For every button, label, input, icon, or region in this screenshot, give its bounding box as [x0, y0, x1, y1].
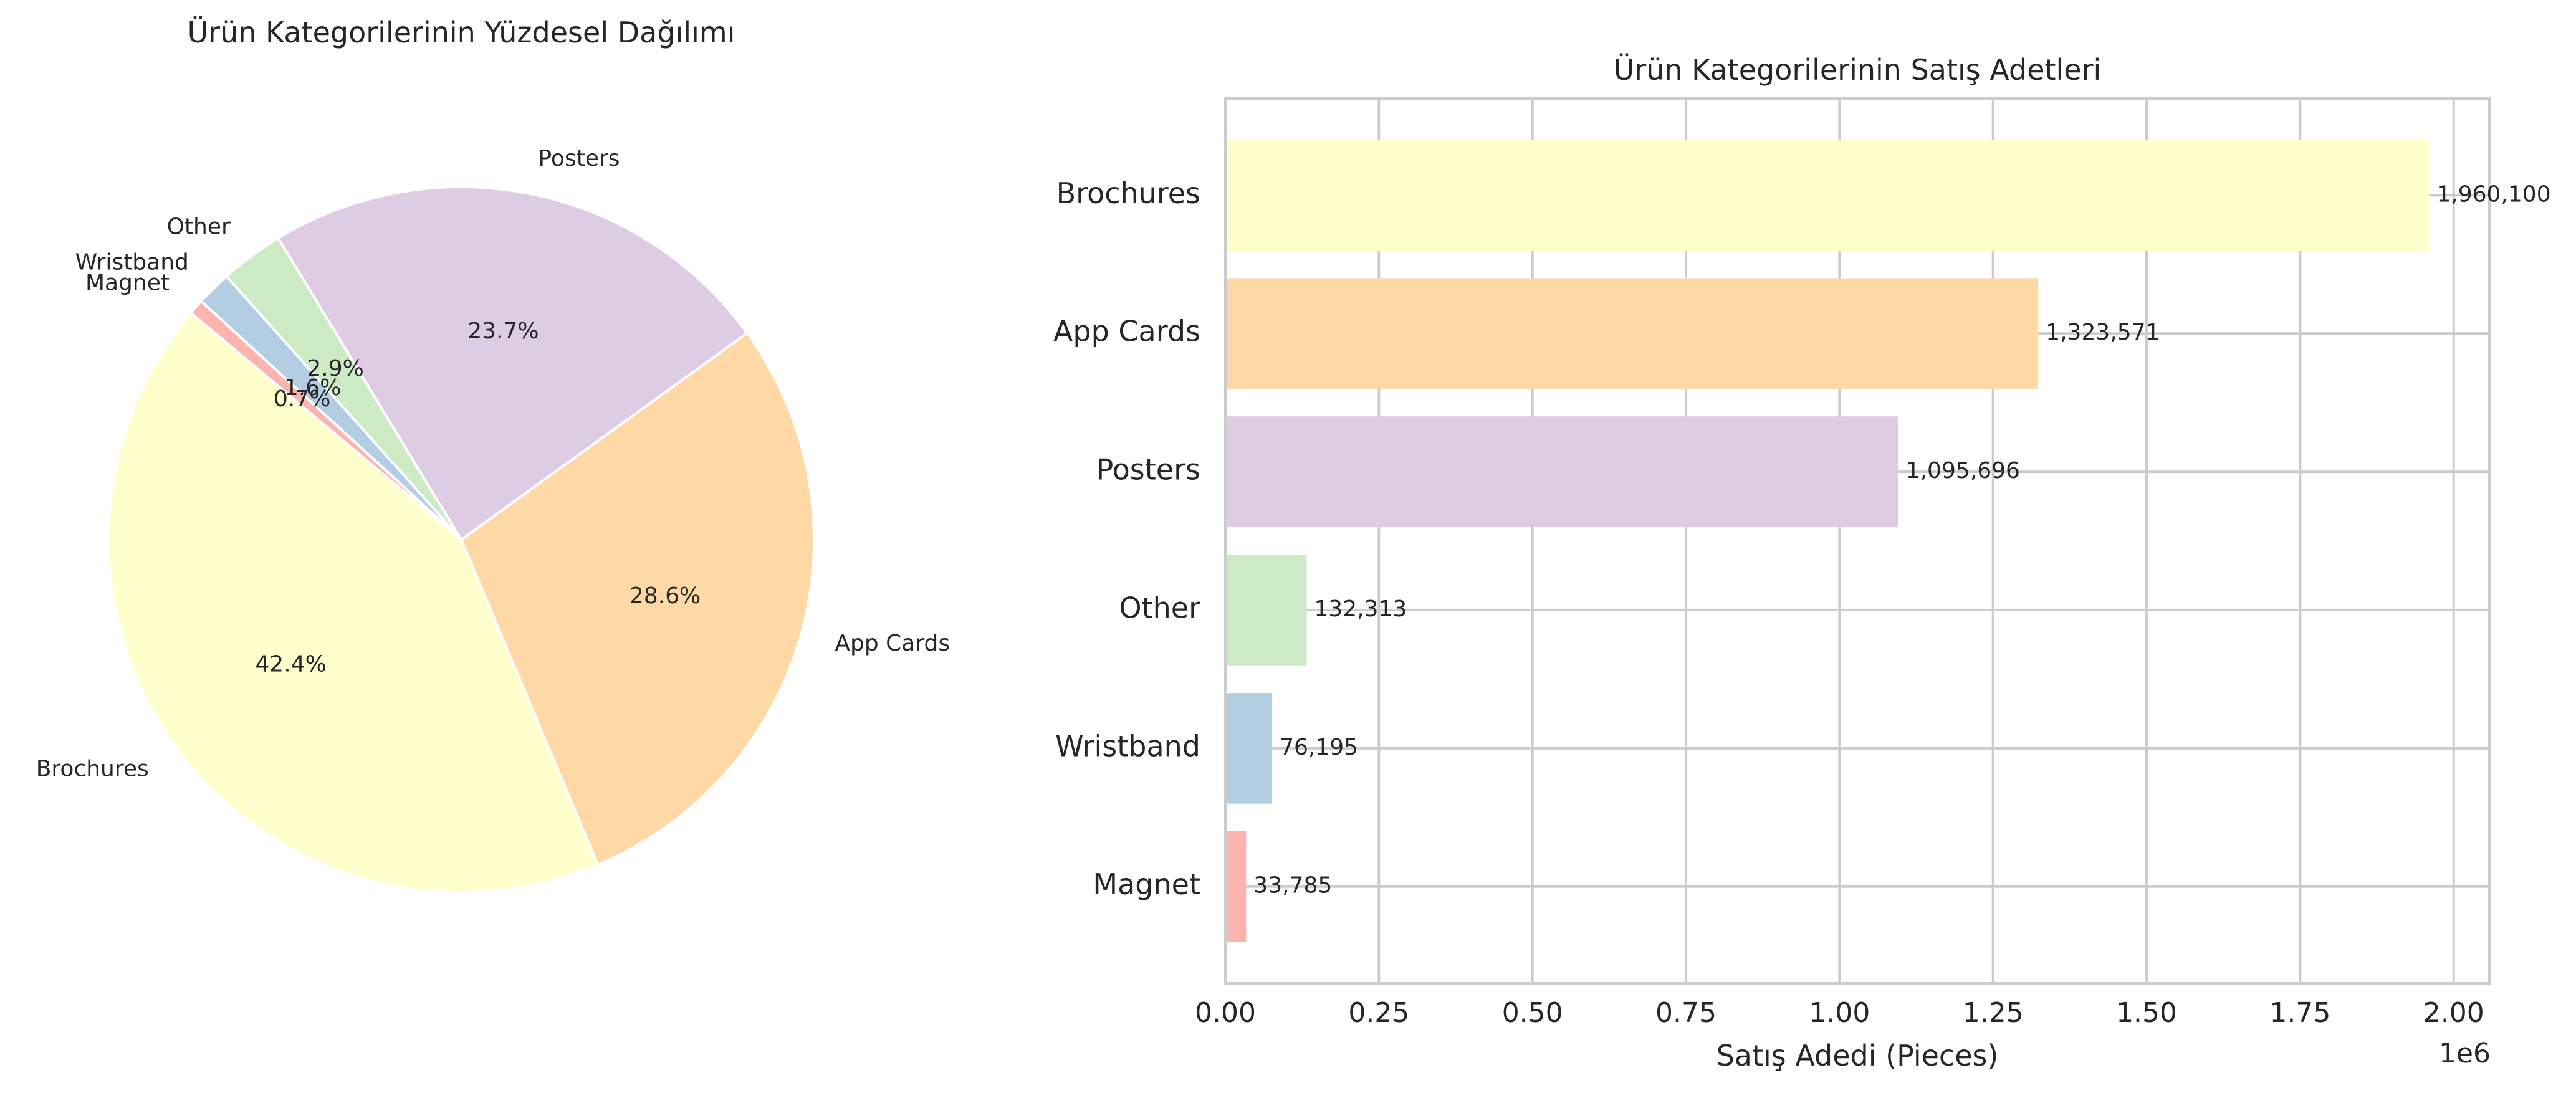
pie-labels: Brochures 42.4% App Cards 28.6% Posters 23.7%…	[36, 146, 950, 782]
bar-brochures	[1225, 140, 2430, 251]
bar-magnet	[1225, 831, 1247, 942]
plot-frame	[1224, 97, 2491, 985]
data-label-other: 132,313	[1314, 596, 1407, 622]
y-tick-label-app-cards: App Cards	[1053, 315, 1200, 348]
x-tick-label: 0.50	[1502, 997, 1563, 1029]
pie-chart: Ürün Kategorilerinin Yüzdesel Dağılımı B…	[36, 16, 950, 894]
x-tick-label: 1.25	[1963, 997, 2024, 1029]
data-label-brochures: 1,960,100	[2436, 181, 2550, 207]
bar-chart-title: Ürün Kategorilerinin Satış Adetleri	[1614, 53, 2102, 87]
pie-pct-brochures: 42.4%	[255, 652, 326, 677]
pie-label-app-cards: App Cards	[835, 631, 950, 656]
x-tick-label: 1.75	[2269, 997, 2330, 1029]
y-tick-labels: Brochures App Cards Posters Other Wristband M…	[1053, 176, 1200, 901]
y-tick-label-brochures: Brochures	[1056, 176, 1200, 210]
pie-pct-wristband: 1.6%	[284, 375, 341, 401]
pie-pct-other: 2.9%	[307, 356, 363, 381]
pie-slice-brochures	[107, 311, 600, 894]
x-axis-label: Satış Adedi (Pieces)	[1717, 1039, 1999, 1072]
x-tick-label: 0.00	[1195, 997, 1256, 1029]
x-tick-label: 1.50	[2116, 997, 2177, 1029]
pie-label-brochures: Brochures	[36, 756, 149, 781]
x-tick-label: 0.25	[1348, 997, 1409, 1029]
pie-label-posters: Posters	[539, 146, 620, 171]
pie-slice-app-cards	[459, 331, 815, 867]
bar-wristband	[1225, 693, 1273, 804]
pie-pct-posters: 23.7%	[467, 318, 539, 344]
pie-label-magnet: Magnet	[85, 270, 170, 295]
x-axis-offset-label: 1e6	[2439, 1038, 2491, 1069]
bar-series	[1225, 140, 2430, 942]
bar-posters	[1225, 416, 1898, 527]
pie-chart-title: Ürün Kategorilerinin Yüzdesel Dağılımı	[188, 16, 735, 49]
pie-label-wristband: Wristband	[75, 250, 189, 275]
pie-label-other: Other	[167, 214, 231, 239]
bar-other	[1225, 555, 1307, 666]
y-tick-label-magnet: Magnet	[1093, 867, 1200, 901]
y-tick-label-wristband: Wristband	[1055, 729, 1200, 763]
data-label-magnet: 33,785	[1253, 873, 1332, 899]
pie-pct-magnet: 0.7%	[274, 386, 330, 412]
y-tick-label-posters: Posters	[1096, 453, 1200, 487]
x-tick-label: 2.00	[2423, 997, 2484, 1029]
pie-slice-magnet	[189, 299, 462, 541]
bar-chart: Ürün Kategorilerinin Satış Adetleri Broc…	[1053, 53, 2551, 1072]
data-label-wristband: 76,195	[1280, 735, 1358, 760]
pie-slices	[107, 186, 815, 894]
pie-slice-posters	[276, 186, 749, 542]
bar-data-labels: 1,960,100 1,323,571 1,095,696 132,313 76,195…	[1253, 181, 2550, 898]
pie-pct-app-cards: 28.6%	[630, 583, 701, 609]
data-label-posters: 1,095,696	[1906, 458, 2020, 484]
data-label-app-cards: 1,323,571	[2046, 320, 2160, 345]
x-tick-label: 1.00	[1809, 997, 1870, 1029]
y-tick-label-other: Other	[1119, 591, 1200, 624]
x-tick-label: 0.75	[1655, 997, 1717, 1029]
bar-app-cards	[1225, 278, 2039, 389]
x-tick-labels: 0.00 0.25 0.50 0.75 1.00 1.25 1.50 1.75 2.00	[1195, 997, 2484, 1029]
